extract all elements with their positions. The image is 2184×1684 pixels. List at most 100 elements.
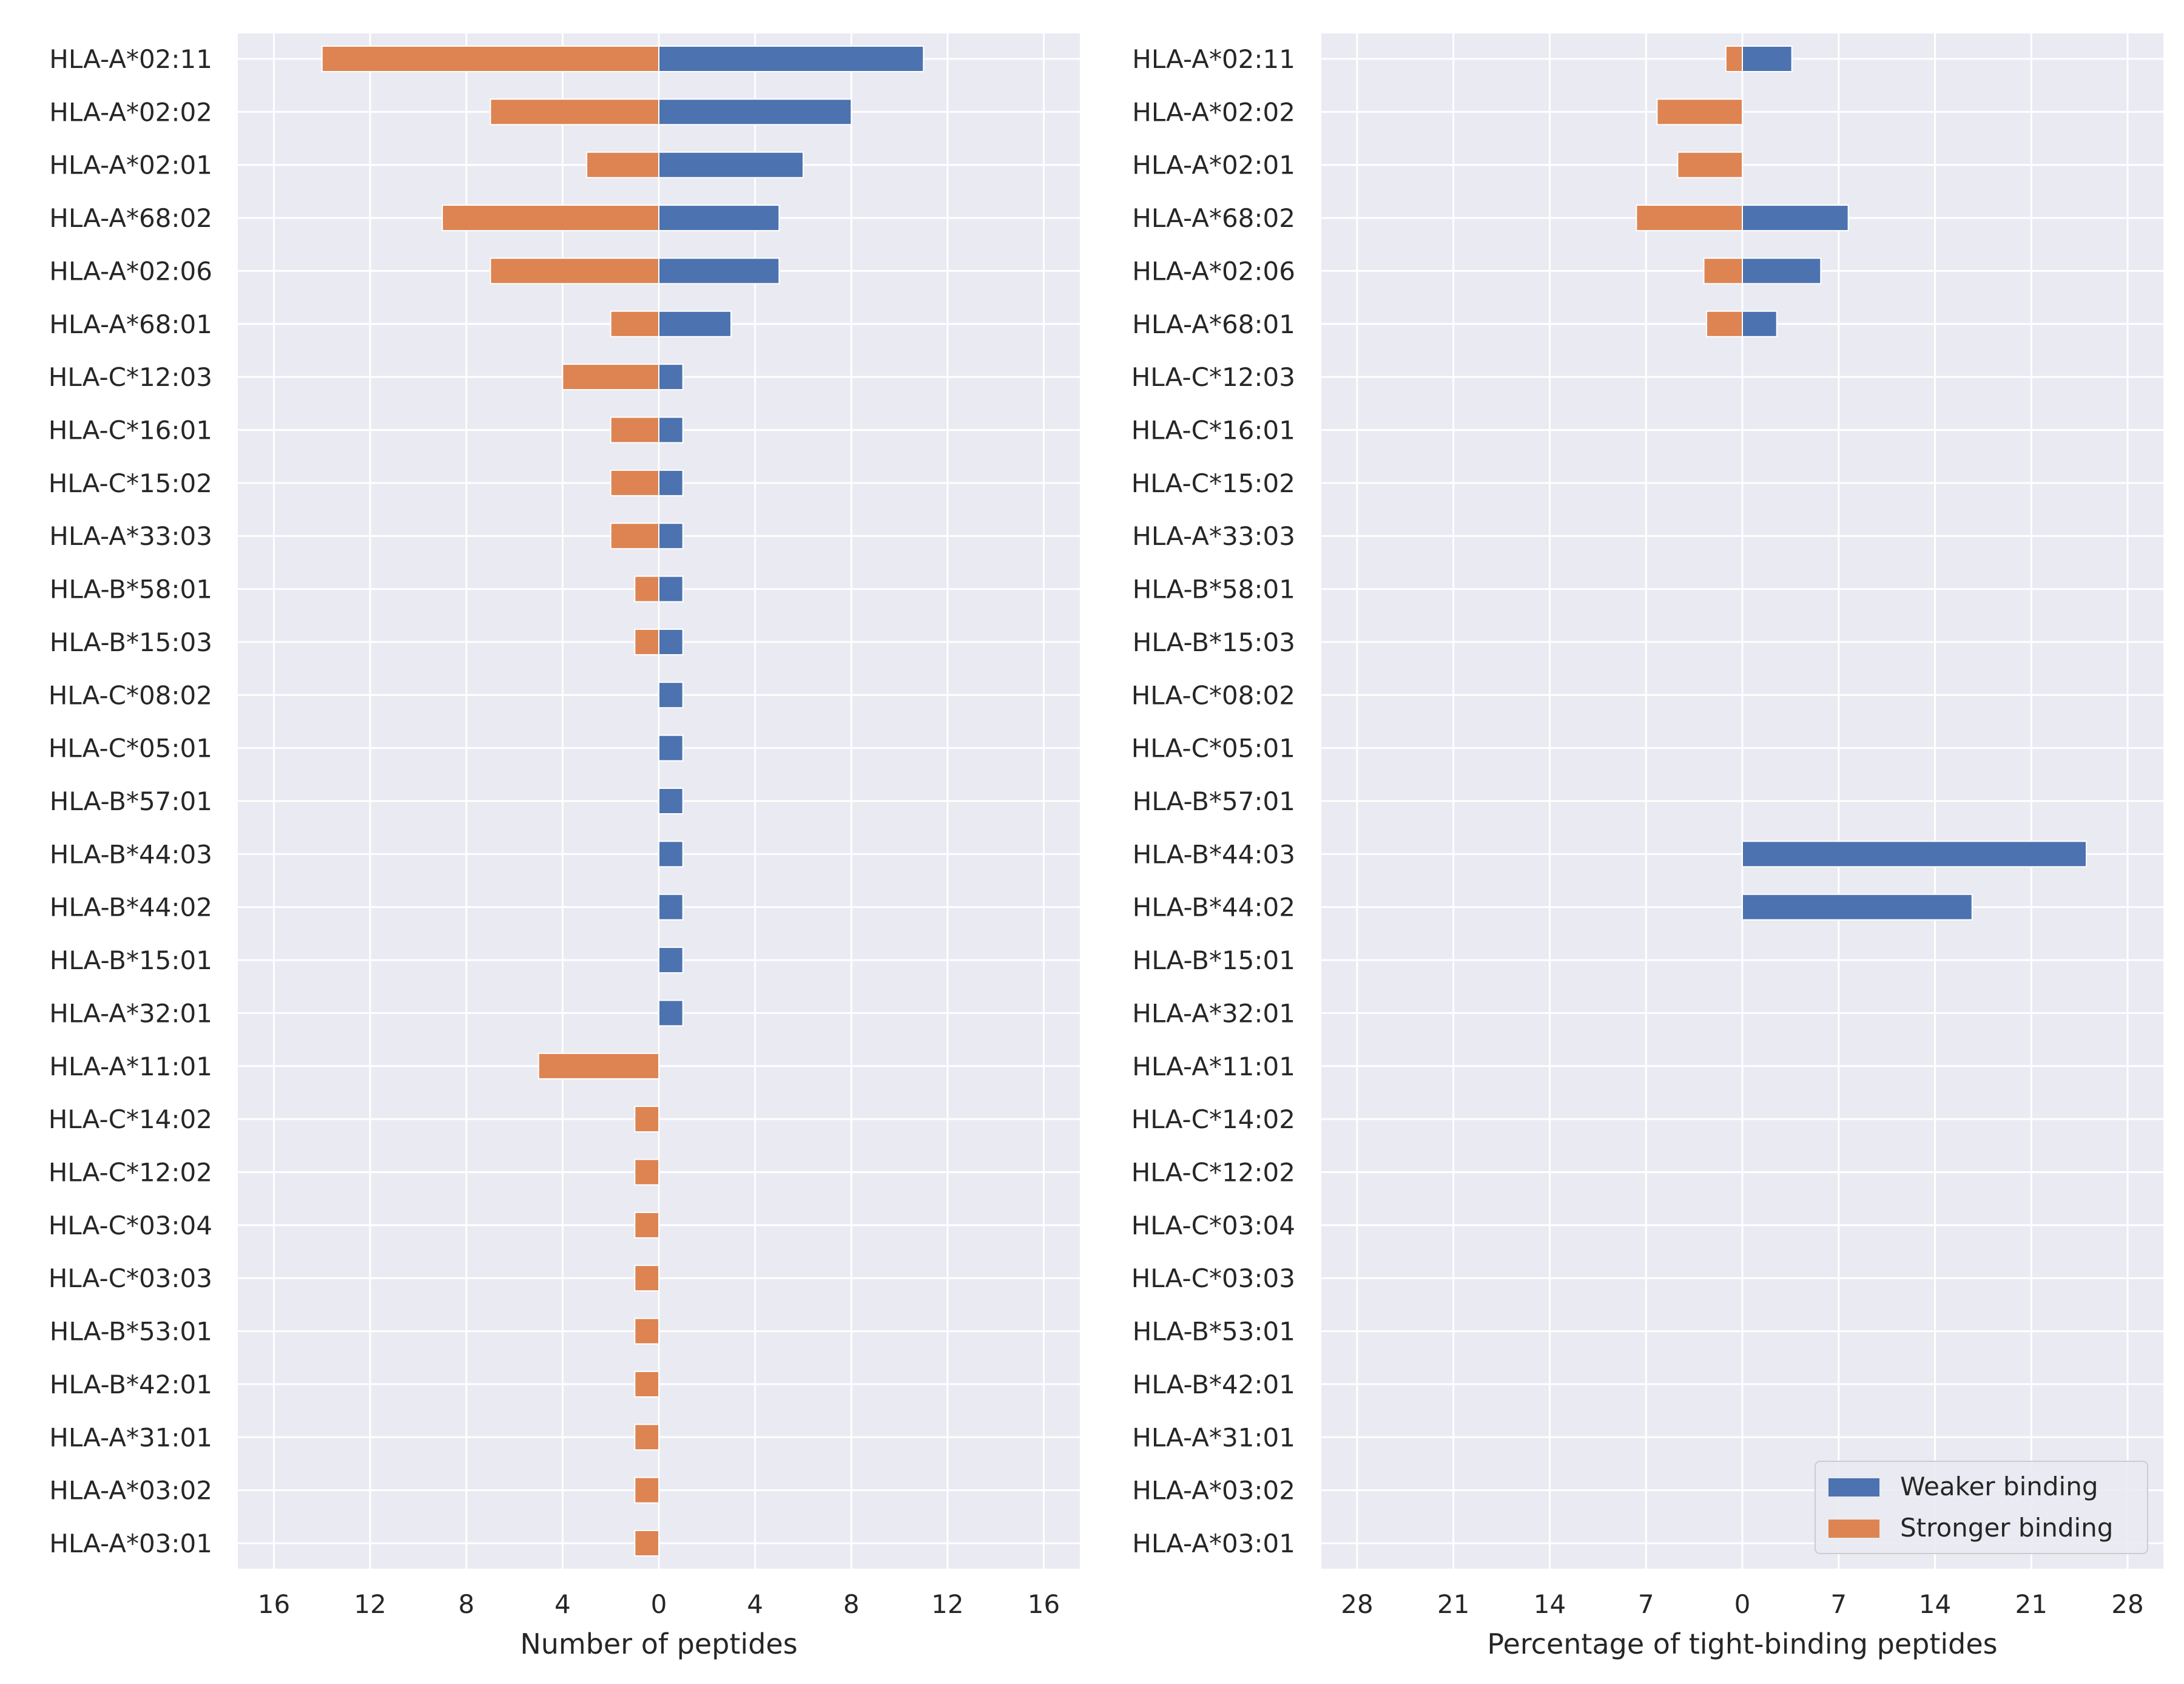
legend: Weaker binding Stronger binding — [1815, 1461, 2148, 1554]
x-tick-label: 8 — [458, 1589, 474, 1619]
bar-stronger — [586, 151, 659, 178]
y-tick-label: HLA-A*32:01 — [49, 998, 212, 1028]
bar-weaker — [658, 893, 684, 921]
y-tick-label: HLA-A*02:02 — [49, 97, 212, 127]
bar-weaker — [1742, 893, 1973, 921]
bar-stronger — [610, 469, 660, 496]
y-tick-label: HLA-A*33:03 — [1132, 521, 1295, 551]
y-tick-label: HLA-C*14:02 — [49, 1104, 212, 1134]
legend-swatch-stronger — [1828, 1520, 1879, 1538]
bar-stronger — [634, 1265, 660, 1292]
bar-weaker — [658, 98, 852, 126]
y-tick-label: HLA-C*03:03 — [49, 1263, 212, 1293]
y-tick-label: HLA-B*15:01 — [1133, 945, 1295, 975]
bar-weaker — [1742, 46, 1793, 72]
y-tick-label: HLA-B*58:01 — [1133, 575, 1295, 604]
x-tick-label: 0 — [651, 1589, 667, 1619]
y-tick-label: HLA-B*44:02 — [50, 893, 212, 922]
panel-1: HLA-A*02:11 HLA-A*02:02 HLA-A*02:01 HLA-A*6… — [49, 33, 1080, 1660]
y-tick-label: HLA-A*02:11 — [1132, 44, 1295, 74]
bar-stronger — [1656, 98, 1744, 126]
y-tick-label: HLA-A*02:02 — [1132, 97, 1295, 127]
y-tick-label: HLA-B*15:01 — [50, 945, 212, 975]
y-tick-label: HLA-A*02:01 — [49, 150, 212, 180]
x-axis-label: Number of peptides — [520, 1628, 797, 1660]
y-tick-label: HLA-A*11:01 — [49, 1052, 212, 1081]
legend-box — [1815, 1461, 2148, 1554]
bar-weaker — [1742, 840, 2087, 868]
bar-weaker — [1742, 205, 1849, 232]
bar-weaker — [658, 416, 684, 444]
y-tick-label: HLA-B*44:03 — [50, 839, 212, 869]
bar-stronger — [442, 205, 659, 232]
y-tick-label: HLA-A*68:01 — [49, 309, 212, 339]
y-tick-label: HLA-A*02:06 — [49, 256, 212, 286]
x-tick-label: 0 — [1734, 1589, 1751, 1619]
y-tick-label: HLA-B*53:01 — [1133, 1317, 1295, 1347]
bar-stronger — [634, 1106, 660, 1133]
y-tick-label: HLA-C*05:01 — [49, 734, 212, 763]
y-tick-label: HLA-B*15:03 — [1133, 627, 1295, 657]
panel-2: HLA-A*02:11 HLA-A*02:02 HLA-A*02:01 HLA-A*6… — [1131, 33, 2163, 1660]
bar-weaker — [658, 999, 684, 1027]
bar-weaker — [658, 151, 804, 178]
y-tick-label: HLA-B*42:01 — [1133, 1370, 1295, 1399]
bar-weaker — [658, 788, 684, 814]
bar-weaker — [658, 840, 684, 868]
y-tick-label: HLA-C*03:03 — [1131, 1263, 1295, 1293]
y-tick-label: HLA-C*16:01 — [49, 416, 212, 445]
bar-weaker — [658, 46, 925, 72]
y-tick-label: HLA-C*03:04 — [1131, 1211, 1295, 1240]
bar-weaker — [658, 257, 780, 285]
y-tick-label: HLA-C*12:03 — [1131, 362, 1295, 392]
bar-weaker — [658, 310, 732, 337]
x-tick-label: 28 — [2111, 1589, 2143, 1619]
bar-stronger — [634, 1476, 660, 1504]
y-tick-label: HLA-A*02:01 — [1132, 150, 1295, 180]
bar-weaker — [658, 734, 684, 762]
x-tick-label: 7 — [1830, 1589, 1847, 1619]
bar-weaker — [658, 469, 684, 496]
bar-stronger — [634, 628, 660, 655]
bar-weaker — [658, 681, 684, 709]
bar-weaker — [1742, 257, 1822, 285]
bar-weaker — [658, 364, 684, 391]
bar-weaker — [658, 575, 684, 603]
y-tick-label: HLA-C*12:02 — [1131, 1158, 1295, 1188]
x-tick-label: 16 — [1028, 1589, 1060, 1619]
y-tick-label: HLA-A*32:01 — [1132, 998, 1295, 1028]
y-tick-label: HLA-A*03:02 — [1132, 1476, 1295, 1506]
bar-stronger — [562, 364, 659, 391]
x-tick-label: 14 — [1919, 1589, 1951, 1619]
bar-stronger — [634, 1158, 660, 1186]
y-tick-label: HLA-A*68:02 — [1132, 203, 1295, 233]
y-tick-label: HLA-B*58:01 — [50, 575, 212, 604]
x-tick-label: 4 — [747, 1589, 763, 1619]
bar-stronger — [538, 1052, 660, 1080]
x-tick-label: 4 — [554, 1589, 571, 1619]
bar-weaker — [658, 522, 684, 550]
y-tick-label: HLA-B*57:01 — [1133, 786, 1295, 816]
bar-stronger — [1703, 257, 1744, 285]
y-tick-label: HLA-C*08:02 — [1131, 680, 1295, 710]
y-tick-label: HLA-B*57:01 — [50, 786, 212, 816]
y-tick-label: HLA-C*15:02 — [1131, 468, 1295, 498]
y-tick-label: HLA-B*42:01 — [50, 1370, 212, 1399]
bar-stronger — [321, 46, 659, 72]
x-tick-label: 21 — [2015, 1589, 2048, 1619]
bar-weaker — [658, 947, 684, 974]
bar-stronger — [610, 522, 660, 550]
y-tick-label: HLA-C*03:04 — [49, 1211, 212, 1240]
bar-weaker — [658, 628, 684, 655]
y-tick-label: HLA-A*11:01 — [1132, 1052, 1295, 1081]
bar-stronger — [634, 1317, 660, 1345]
x-tick-label: 12 — [931, 1589, 963, 1619]
bar-weaker — [658, 205, 780, 232]
y-tick-label: HLA-C*15:02 — [49, 468, 212, 498]
x-tick-label: 14 — [1534, 1589, 1566, 1619]
y-tick-label: HLA-A*02:11 — [49, 44, 212, 74]
y-tick-label: HLA-C*12:02 — [49, 1158, 212, 1188]
y-tick-label: HLA-A*31:01 — [1132, 1422, 1295, 1452]
x-tick-label: 21 — [1437, 1589, 1469, 1619]
x-tick-label: 28 — [1341, 1589, 1373, 1619]
